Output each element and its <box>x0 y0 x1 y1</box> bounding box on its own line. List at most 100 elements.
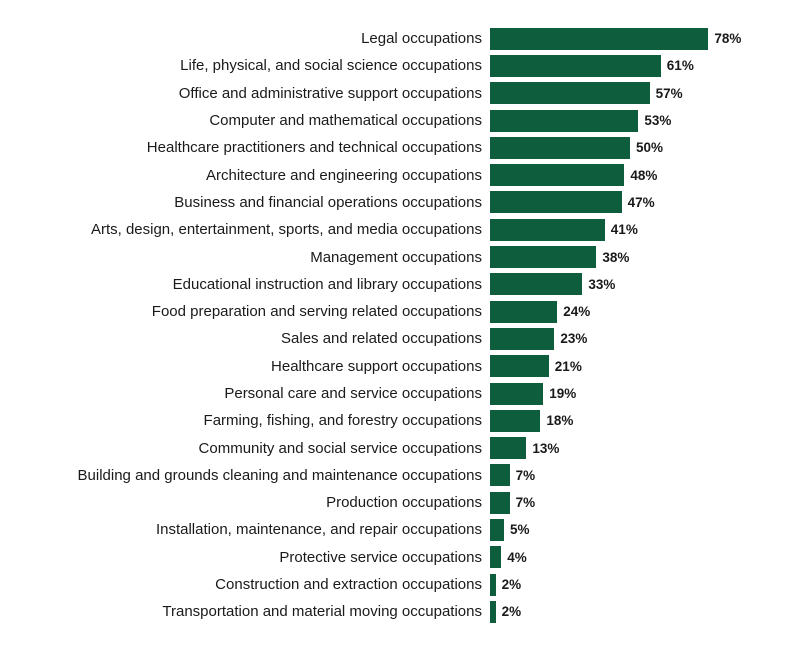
bar-label: Building and grounds cleaning and mainte… <box>30 467 490 484</box>
bar-label: Community and social service occupations <box>30 440 490 457</box>
bar-value: 19% <box>543 386 576 401</box>
bar-area: 33% <box>490 273 773 295</box>
bar-area: 24% <box>490 301 773 323</box>
bar <box>490 519 504 541</box>
chart-row: Personal care and service occupations 19% <box>30 380 773 407</box>
bar-label: Healthcare support occupations <box>30 358 490 375</box>
bar-value: 48% <box>624 168 657 183</box>
chart-row: Healthcare practitioners and technical o… <box>30 134 773 161</box>
chart-row: Educational instruction and library occu… <box>30 271 773 298</box>
chart-row: Business and financial operations occupa… <box>30 189 773 216</box>
bar <box>490 328 554 350</box>
bar-area: 23% <box>490 328 773 350</box>
bar-label: Legal occupations <box>30 30 490 47</box>
bar-value: 38% <box>596 250 629 265</box>
bar-value: 57% <box>650 86 683 101</box>
bar-label: Construction and extraction occupations <box>30 576 490 593</box>
chart-row: Legal occupations 78% <box>30 25 773 52</box>
bar-value: 78% <box>708 31 741 46</box>
chart-row: Computer and mathematical occupations 53% <box>30 107 773 134</box>
chart-row: Protective service occupations 4% <box>30 544 773 571</box>
bar-label: Healthcare practitioners and technical o… <box>30 139 490 156</box>
chart-row: Arts, design, entertainment, sports, and… <box>30 216 773 243</box>
bar <box>490 546 501 568</box>
chart-row: Building and grounds cleaning and mainte… <box>30 462 773 489</box>
bar <box>490 464 510 486</box>
chart-row: Production occupations 7% <box>30 489 773 516</box>
bar-value: 7% <box>510 468 536 483</box>
bar <box>490 219 605 241</box>
bar-value: 21% <box>549 359 582 374</box>
bar-label: Production occupations <box>30 494 490 511</box>
bar-area: 7% <box>490 492 773 514</box>
bar <box>490 28 708 50</box>
bar <box>490 383 543 405</box>
occupations-bar-chart: Legal occupations 78% Life, physical, and … <box>30 25 773 626</box>
bar-label: Installation, maintenance, and repair oc… <box>30 521 490 538</box>
bar-value: 61% <box>661 58 694 73</box>
bar-area: 50% <box>490 137 773 159</box>
bar-label: Farming, fishing, and forestry occupatio… <box>30 412 490 429</box>
bar-label: Office and administrative support occupa… <box>30 85 490 102</box>
bar-label: Computer and mathematical occupations <box>30 112 490 129</box>
bar-value: 23% <box>554 331 587 346</box>
bar-area: 21% <box>490 355 773 377</box>
bar-label: Life, physical, and social science occup… <box>30 57 490 74</box>
bar <box>490 410 540 432</box>
bar-value: 2% <box>496 604 522 619</box>
bar-value: 53% <box>638 113 671 128</box>
bar <box>490 273 582 295</box>
bar-area: 53% <box>490 110 773 132</box>
bar-label: Transportation and material moving occup… <box>30 603 490 620</box>
bar-area: 2% <box>490 601 773 623</box>
bar <box>490 82 650 104</box>
bar-area: 48% <box>490 164 773 186</box>
bar-value: 47% <box>622 195 655 210</box>
bar-area: 4% <box>490 546 773 568</box>
bar-value: 4% <box>501 550 527 565</box>
chart-row: Sales and related occupations 23% <box>30 325 773 352</box>
chart-row: Installation, maintenance, and repair oc… <box>30 516 773 543</box>
bar-label: Personal care and service occupations <box>30 385 490 402</box>
chart-row: Transportation and material moving occup… <box>30 598 773 625</box>
bar-area: 2% <box>490 574 773 596</box>
bar-value: 18% <box>540 413 573 428</box>
bar-area: 5% <box>490 519 773 541</box>
bar-value: 2% <box>496 577 522 592</box>
bar-area: 57% <box>490 82 773 104</box>
chart-row: Life, physical, and social science occup… <box>30 52 773 79</box>
bar <box>490 355 549 377</box>
bar-area: 47% <box>490 191 773 213</box>
chart-row: Farming, fishing, and forestry occupatio… <box>30 407 773 434</box>
bar-label: Business and financial operations occupa… <box>30 194 490 211</box>
bar-area: 41% <box>490 219 773 241</box>
bar-value: 24% <box>557 304 590 319</box>
chart-row: Management occupations38% <box>30 243 773 270</box>
chart-row: Food preparation and serving related occ… <box>30 298 773 325</box>
bar-label: Arts, design, entertainment, sports, and… <box>30 221 490 238</box>
chart-row: Construction and extraction occupations 2… <box>30 571 773 598</box>
bar <box>490 301 557 323</box>
bar <box>490 492 510 514</box>
bar <box>490 437 526 459</box>
bar-area: 13% <box>490 437 773 459</box>
chart-row: Community and social service occupations… <box>30 434 773 461</box>
bar-area: 18% <box>490 410 773 432</box>
bar <box>490 55 661 77</box>
chart-row: Architecture and engineering occupations… <box>30 161 773 188</box>
bar <box>490 110 638 132</box>
bar-value: 33% <box>582 277 615 292</box>
bar-label: Educational instruction and library occu… <box>30 276 490 293</box>
bar-label: Sales and related occupations <box>30 330 490 347</box>
bar-label: Protective service occupations <box>30 549 490 566</box>
bar <box>490 164 624 186</box>
bar <box>490 137 630 159</box>
bar <box>490 191 622 213</box>
bar <box>490 246 596 268</box>
bar-value: 41% <box>605 222 638 237</box>
bar-value: 7% <box>510 495 536 510</box>
bar-value: 5% <box>504 522 530 537</box>
bar-value: 50% <box>630 140 663 155</box>
bar-area: 61% <box>490 55 773 77</box>
bar-area: 19% <box>490 383 773 405</box>
